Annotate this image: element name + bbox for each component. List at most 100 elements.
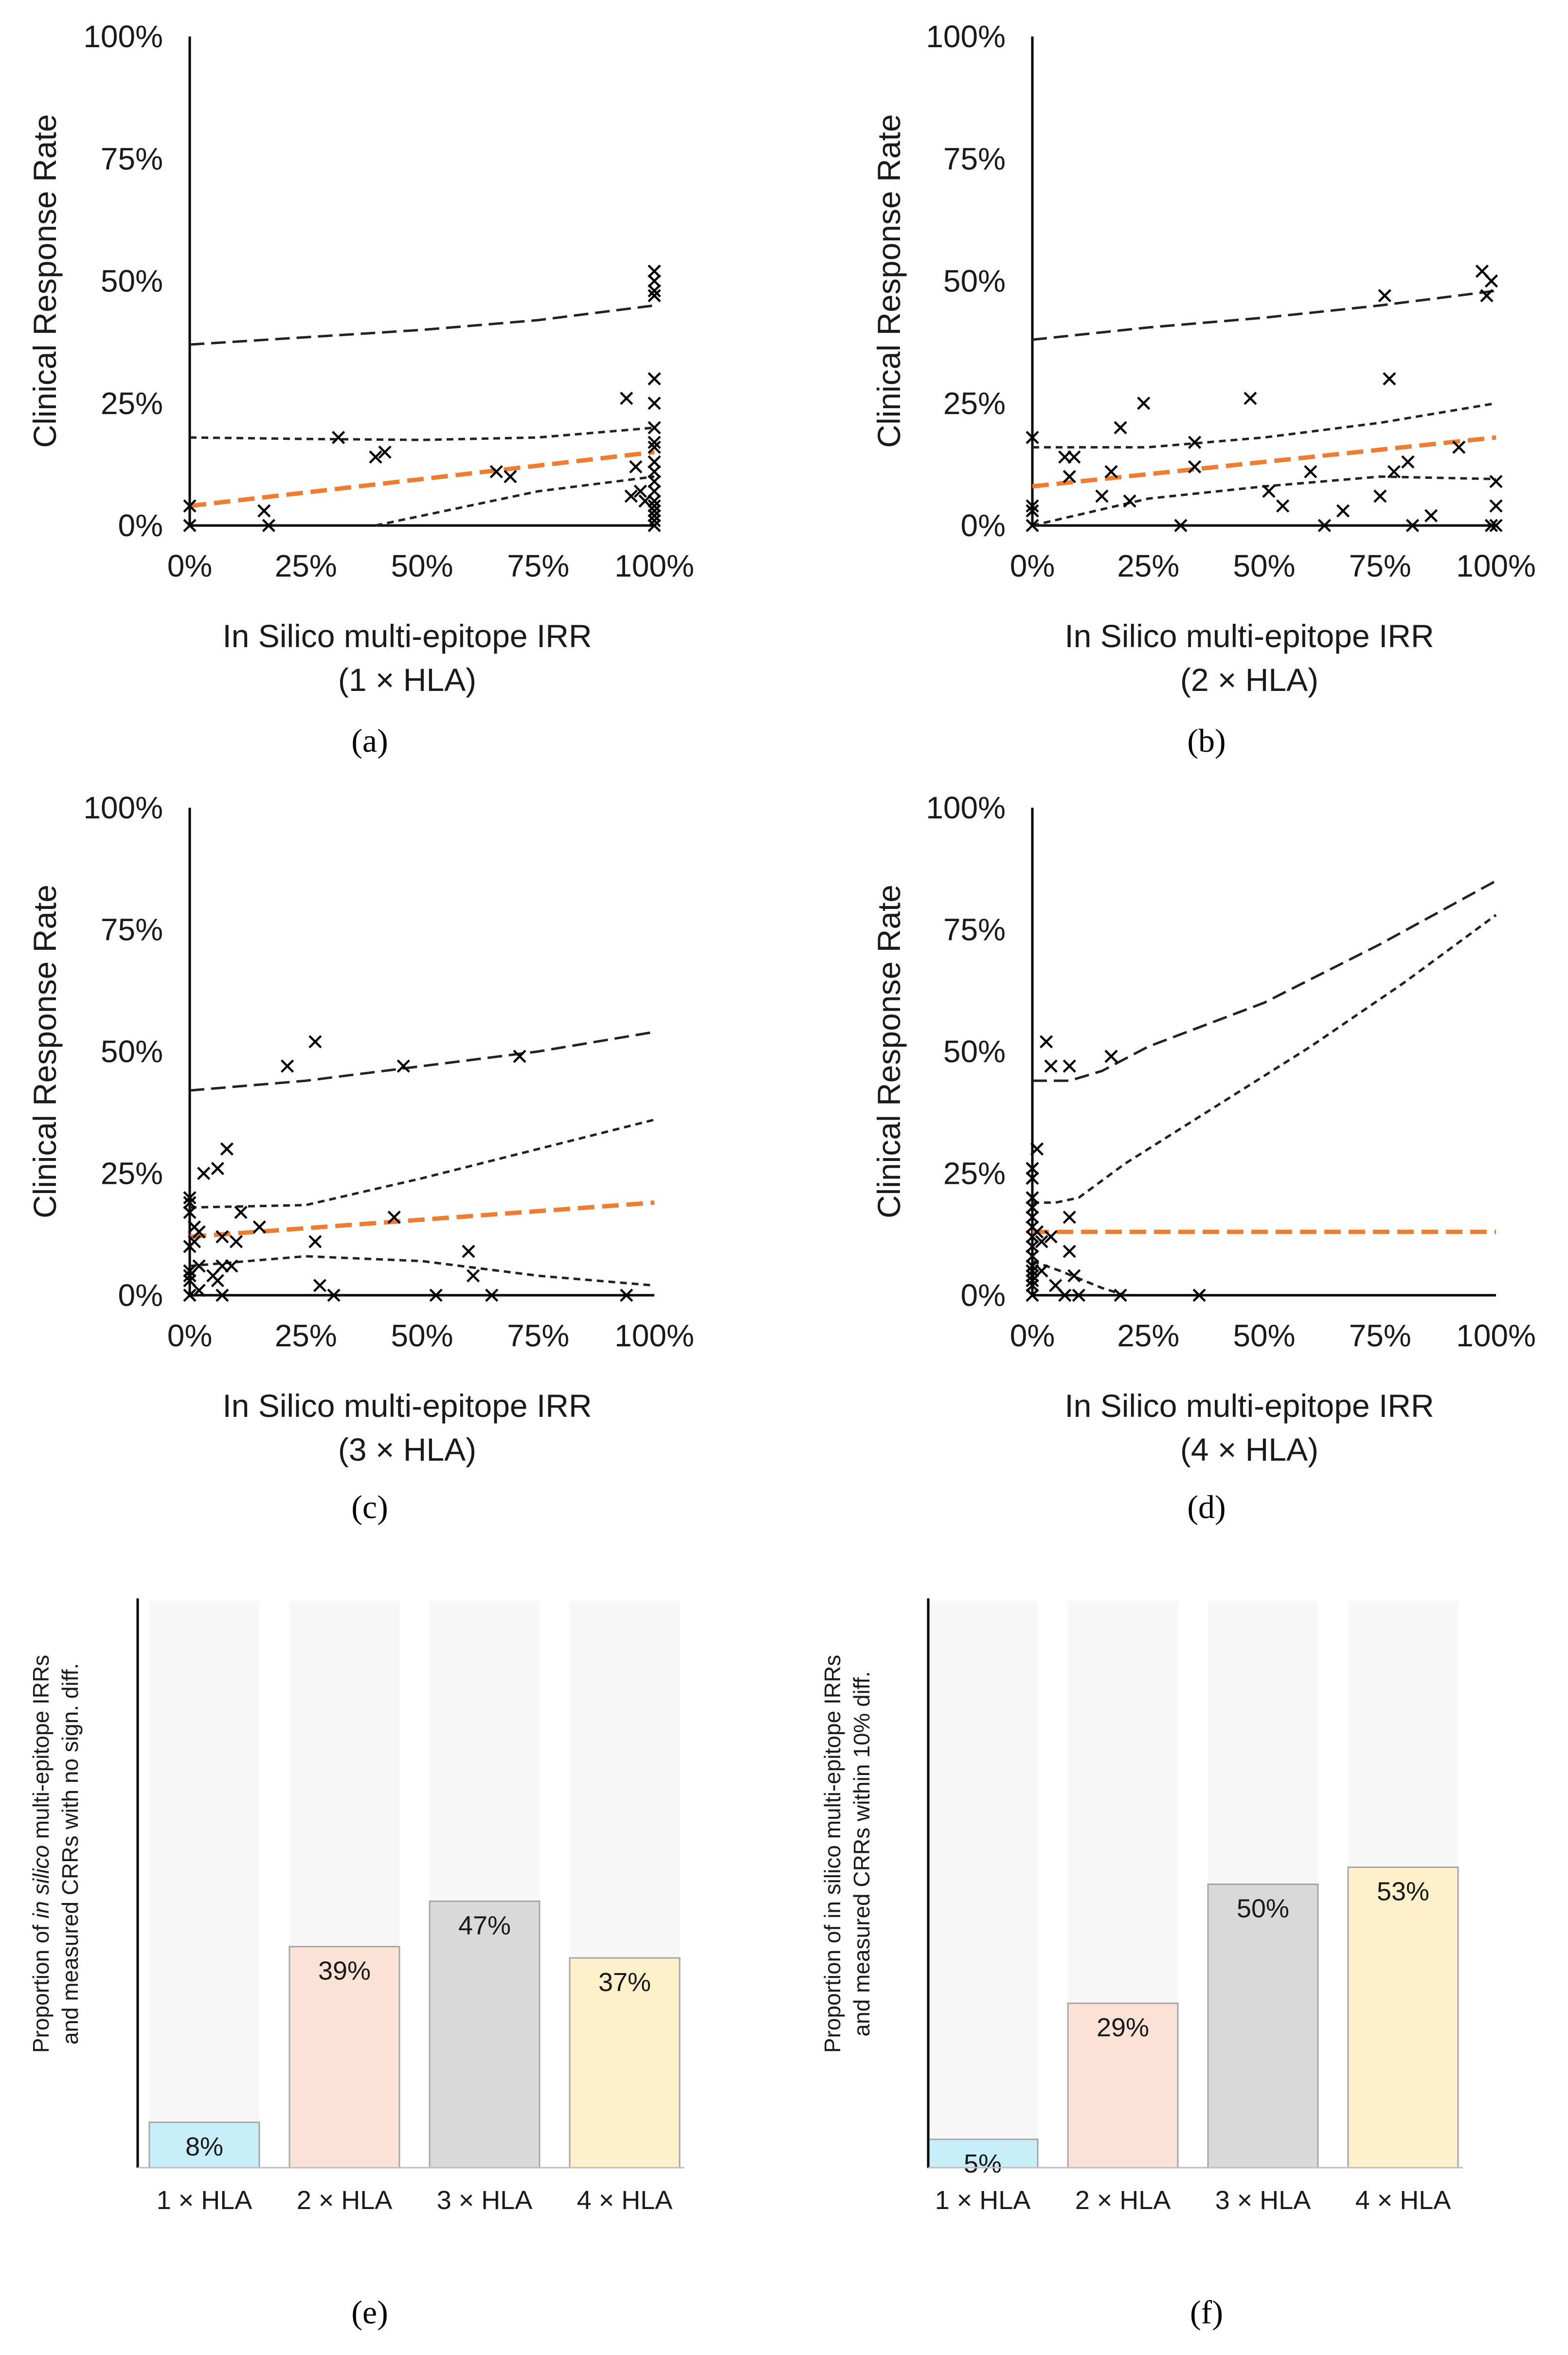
data-point-stroke	[648, 289, 661, 303]
data-point	[1026, 1211, 1039, 1224]
confidence-upper-line	[1032, 402, 1496, 449]
x-axis-subtitle: (1 × HLA)	[338, 662, 476, 698]
data-point-stroke	[429, 1288, 443, 1302]
data-point-stroke	[1406, 519, 1420, 532]
data-point	[1063, 470, 1076, 484]
data-point-stroke	[466, 1269, 480, 1283]
data-point	[1058, 1288, 1072, 1302]
y-tick-label: 0%	[118, 1278, 163, 1313]
data-point	[1044, 1230, 1058, 1244]
y-tick-label: 0%	[961, 508, 1006, 543]
data-point-stroke	[633, 485, 647, 498]
data-point	[1123, 494, 1136, 508]
x-tick-label: 0%	[167, 1318, 213, 1353]
data-point	[1480, 289, 1494, 303]
regression-line	[189, 450, 655, 508]
data-point-stroke	[1188, 435, 1202, 449]
category-label: 1 × HLA	[935, 2186, 1031, 2215]
bar	[569, 1957, 681, 2169]
data-point	[1030, 1225, 1044, 1239]
data-point	[1188, 460, 1202, 473]
data-point-stroke	[192, 1225, 206, 1239]
y-tick-label: 100%	[926, 19, 1006, 54]
data-point-stroke	[197, 1166, 211, 1180]
data-point	[197, 1166, 211, 1180]
data-point	[1063, 1059, 1076, 1073]
data-point-stroke	[183, 1274, 197, 1287]
data-point-stroke	[462, 1245, 475, 1258]
data-point	[378, 445, 392, 459]
data-point-stroke	[234, 1206, 248, 1219]
data-point	[1026, 1191, 1039, 1205]
data-point	[648, 509, 661, 523]
data-point-stroke	[1244, 392, 1257, 405]
data-point	[192, 1225, 206, 1239]
data-point	[1137, 397, 1151, 410]
y-tick-label: 50%	[943, 264, 1006, 299]
x-tick-label: 75%	[1349, 1318, 1411, 1353]
data-point	[1489, 499, 1503, 513]
data-point	[648, 485, 661, 498]
data-point	[1026, 431, 1039, 444]
data-point	[1373, 489, 1387, 503]
y-axis-title: Proportion of in silico multi-epitope IR…	[28, 1655, 54, 2053]
data-point	[1026, 1269, 1039, 1283]
category-label: 2 × HLA	[1075, 2186, 1171, 2215]
panel-label-a: (a)	[351, 722, 388, 759]
data-point	[1383, 372, 1396, 386]
x-tick-label: 0%	[167, 548, 213, 583]
y-tick-label: 100%	[83, 19, 163, 54]
y-tick-label: 25%	[943, 386, 1006, 421]
data-point-stroke	[648, 499, 661, 513]
bar	[1207, 1884, 1319, 2169]
data-point	[387, 1211, 401, 1224]
data-point	[183, 1264, 197, 1278]
data-point	[183, 1206, 197, 1219]
data-point-stroke	[183, 499, 197, 513]
data-point-stroke	[1123, 494, 1136, 508]
data-point-stroke	[397, 1059, 410, 1073]
data-point-stroke	[183, 1288, 197, 1302]
category-label: 4 × HLA	[577, 2186, 673, 2215]
data-point-stroke	[648, 465, 661, 479]
data-point	[1067, 1269, 1081, 1283]
data-point-stroke	[1035, 1235, 1048, 1249]
data-point-stroke	[183, 1264, 197, 1278]
data-point	[183, 1191, 197, 1205]
y-tick-label: 75%	[101, 912, 163, 947]
data-point	[648, 435, 661, 449]
data-point	[1114, 421, 1127, 435]
data-point	[1026, 1279, 1039, 1292]
prediction-upper-line	[189, 1031, 655, 1092]
data-point	[216, 1230, 229, 1244]
data-point-stroke	[1063, 1211, 1076, 1224]
data-point-stroke	[1484, 274, 1498, 288]
x-tick-label: 25%	[1117, 1318, 1179, 1353]
data-point-stroke	[1188, 460, 1202, 473]
bar-background	[928, 1601, 1038, 2168]
data-point	[620, 392, 633, 405]
bar-value-label: 50%	[1237, 1894, 1289, 1923]
data-point-stroke	[1030, 1225, 1044, 1239]
data-point-stroke	[648, 372, 661, 386]
data-point	[192, 1284, 206, 1297]
data-point	[1317, 519, 1331, 532]
x-axis-title: In Silico multi-epitope IRR	[222, 618, 592, 654]
data-point-stroke	[489, 465, 503, 479]
data-point	[1026, 1288, 1039, 1302]
y-tick-label: 0%	[961, 1278, 1006, 1313]
scatter-panel-a: 0% 25% 50% 75% 100% 0% 25% 50% 75% 100% In Silico …	[27, 19, 694, 698]
data-point	[1174, 519, 1188, 532]
data-point-stroke	[648, 264, 661, 278]
data-point-stroke	[1026, 1171, 1039, 1185]
data-point-stroke	[1174, 519, 1188, 532]
data-point-stroke	[648, 474, 661, 489]
data-point	[648, 440, 661, 454]
data-point	[313, 1279, 326, 1292]
data-point-stroke	[1104, 1050, 1118, 1063]
panel-label-b: (b)	[1187, 722, 1226, 759]
data-point-stroke	[1026, 519, 1039, 532]
bar	[148, 2121, 260, 2169]
bar-value-label: 37%	[598, 1968, 651, 1997]
